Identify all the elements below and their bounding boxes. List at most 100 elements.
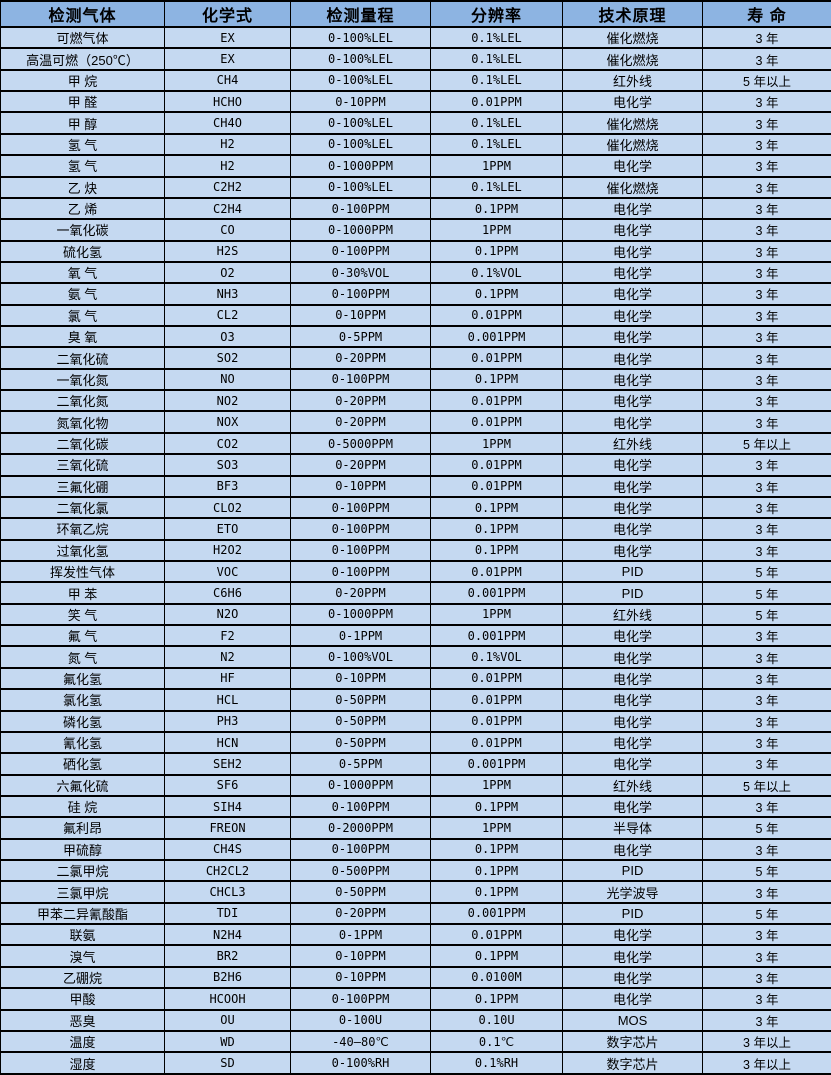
formula-cell: WD [164, 1029, 291, 1054]
table-row: 甲硫醇 CH4S 0-100PPM 0.1PPM 电化学 3 年 [0, 837, 831, 862]
resolution-cell: 1PPM [430, 816, 563, 840]
range-cell: 0-10PPM [290, 303, 431, 328]
header-principle: 技术原理 [562, 0, 703, 28]
range-cell: 0-100%LEL [290, 47, 431, 71]
resolution-cell: 0.1PPM [430, 495, 563, 520]
formula-cell: SO2 [164, 346, 291, 370]
principle-cell: 电化学 [562, 709, 703, 733]
principle-cell: 电化学 [562, 666, 703, 691]
table-row: 氢 气 H2 0-1000PPM 1PPM 电化学 3 年 [0, 154, 831, 178]
table-row: 溴气 BR2 0-10PPM 0.1PPM 电化学 3 年 [0, 944, 831, 968]
gas-cell: 硅 烷 [0, 794, 165, 819]
formula-cell: O3 [164, 325, 291, 349]
lifespan-cell: 3 年 [702, 239, 831, 263]
range-cell: 0-20PPM [290, 389, 431, 413]
table-row: 乙 烯 C2H4 0-100PPM 0.1PPM 电化学 3 年 [0, 196, 831, 221]
resolution-cell: 0.1PPM [430, 837, 563, 862]
lifespan-cell: 3 年 [702, 303, 831, 328]
range-cell: 0-20PPM [290, 410, 431, 434]
resolution-cell: 0.01PPM [430, 346, 563, 370]
lifespan-cell: 3 年 [702, 260, 831, 285]
table-row: 三氟化硼 BF3 0-10PPM 0.01PPM 电化学 3 年 [0, 474, 831, 498]
range-cell: 0-500PPM [290, 858, 431, 883]
range-cell: 0-20PPM [290, 346, 431, 370]
table-row: 硅 烷 SIH4 0-100PPM 0.1PPM 电化学 3 年 [0, 794, 831, 819]
principle-cell: 催化燃烧 [562, 25, 703, 50]
formula-cell: B2H6 [164, 965, 291, 990]
lifespan-cell: 3 年 [702, 880, 831, 904]
gas-cell: 氟化氢 [0, 666, 165, 691]
gas-cell: 二氧化碳 [0, 431, 165, 456]
header-range: 检测量程 [290, 0, 431, 28]
gas-cell: 溴气 [0, 944, 165, 968]
range-cell: 0-1000PPM [290, 773, 431, 797]
resolution-cell: 0.001PPM [430, 581, 563, 605]
table-row: 氮氧化物 NOX 0-20PPM 0.01PPM 电化学 3 年 [0, 410, 831, 434]
lifespan-cell: 5 年 [702, 559, 831, 584]
table-row: 甲 苯 C6H6 0-20PPM 0.001PPM PID 5 年 [0, 581, 831, 605]
principle-cell: 电化学 [562, 196, 703, 221]
principle-cell: 电化学 [562, 474, 703, 498]
resolution-cell: 0.1PPM [430, 239, 563, 263]
lifespan-cell: 3 年 [702, 346, 831, 370]
resolution-cell: 0.1PPM [430, 858, 563, 883]
range-cell: 0-100%LEL [290, 175, 431, 199]
range-cell: 0-100PPM [290, 367, 431, 392]
resolution-cell: 0.01PPM [430, 688, 563, 712]
lifespan-cell: 3 年 [702, 367, 831, 392]
resolution-cell: 0.01PPM [430, 730, 563, 755]
lifespan-cell: 3 年 [702, 474, 831, 498]
table-row: 氟化氢 HF 0-10PPM 0.01PPM 电化学 3 年 [0, 666, 831, 691]
lifespan-cell: 3 年 [702, 688, 831, 712]
resolution-cell: 0.1PPM [430, 538, 563, 563]
range-cell: 0-1PPM [290, 624, 431, 648]
resolution-cell: 0.01PPM [430, 709, 563, 733]
range-cell: 0-10PPM [290, 944, 431, 968]
table-row: 三氯甲烷 CHCL3 0-50PPM 0.1PPM 光学波导 3 年 [0, 880, 831, 904]
table-row: 一氧化碳 CO 0-1000PPM 1PPM 电化学 3 年 [0, 218, 831, 242]
gas-cell: 甲酸 [0, 987, 165, 1011]
resolution-cell: 0.001PPM [430, 624, 563, 648]
formula-cell: HCHO [164, 90, 291, 114]
gas-cell: 笑 气 [0, 602, 165, 627]
formula-cell: O2 [164, 260, 291, 285]
table-row: 二氧化硫 SO2 0-20PPM 0.01PPM 电化学 3 年 [0, 346, 831, 370]
formula-cell: H2 [164, 154, 291, 178]
resolution-cell: 0.1%VOL [430, 260, 563, 285]
principle-cell: 电化学 [562, 837, 703, 862]
range-cell: 0-50PPM [290, 730, 431, 755]
range-cell: 0-10PPM [290, 965, 431, 990]
lifespan-cell: 3 年 [702, 517, 831, 541]
table-row: 温度 WD -40—80℃ 0.1℃ 数字芯片 3 年以上 [0, 1029, 831, 1054]
lifespan-cell: 3 年 [702, 154, 831, 178]
lifespan-cell: 5 年 [702, 602, 831, 627]
lifespan-cell: 5 年 [702, 581, 831, 605]
formula-cell: EX [164, 25, 291, 50]
principle-cell: 电化学 [562, 944, 703, 968]
formula-cell: CH4S [164, 837, 291, 862]
lifespan-cell: 3 年 [702, 25, 831, 50]
formula-cell: CL2 [164, 303, 291, 328]
principle-cell: 催化燃烧 [562, 132, 703, 157]
range-cell: 0-100PPM [290, 987, 431, 1011]
header-formula: 化学式 [164, 0, 291, 28]
lifespan-cell: 3 年 [702, 196, 831, 221]
gas-cell: 乙硼烷 [0, 965, 165, 990]
table-row: 三氧化硫 SO3 0-20PPM 0.01PPM 电化学 3 年 [0, 453, 831, 477]
formula-cell: C2H4 [164, 196, 291, 221]
gas-cell: 甲 醇 [0, 111, 165, 135]
gas-cell: 高温可燃（250℃） [0, 47, 165, 71]
table-row: 环氧乙烷 ETO 0-100PPM 0.1PPM 电化学 3 年 [0, 517, 831, 541]
gas-cell: 氟利昂 [0, 816, 165, 840]
principle-cell: 电化学 [562, 923, 703, 947]
lifespan-cell: 3 年 [702, 538, 831, 563]
lifespan-cell: 5 年 [702, 816, 831, 840]
formula-cell: F2 [164, 624, 291, 648]
table-row: 磷化氢 PH3 0-50PPM 0.01PPM 电化学 3 年 [0, 709, 831, 733]
gas-cell: 二氯甲烷 [0, 858, 165, 883]
resolution-cell: 0.01PPM [430, 923, 563, 947]
principle-cell: 电化学 [562, 282, 703, 306]
resolution-cell: 0.1PPM [430, 880, 563, 904]
principle-cell: 电化学 [562, 218, 703, 242]
header-resolution: 分辨率 [430, 0, 563, 28]
